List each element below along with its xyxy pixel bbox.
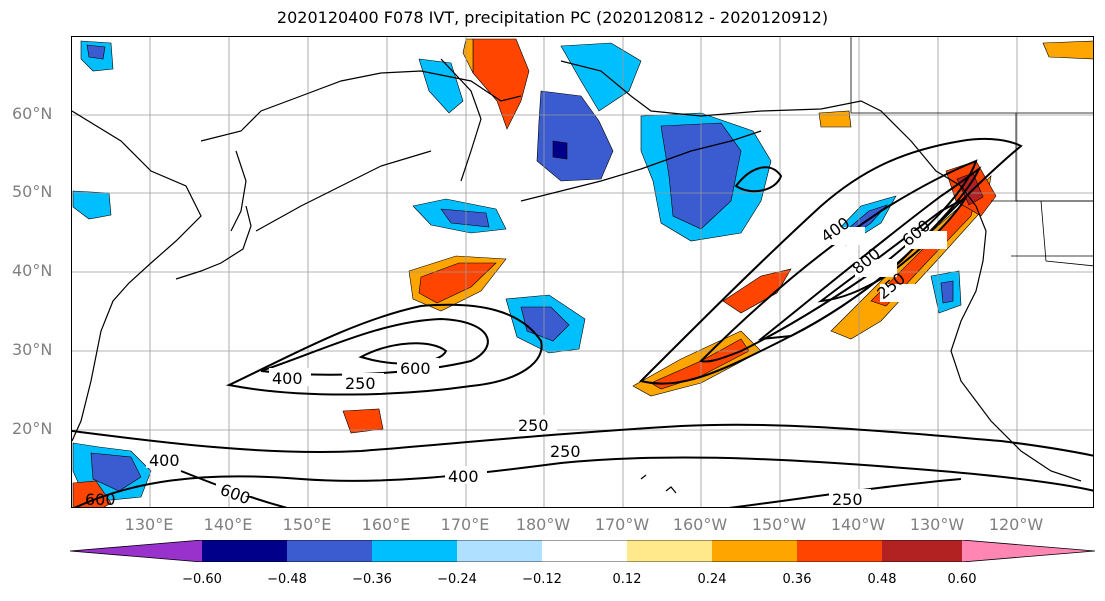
colorbar-bin — [882, 540, 962, 562]
contour-label-400-south: 400 — [448, 467, 479, 486]
lon-label-160e: 160°E — [361, 515, 411, 534]
contour-label-250-se: 250 — [832, 490, 863, 508]
colorbar-tick: −0.12 — [522, 572, 562, 587]
lon-label-170e: 170°E — [440, 515, 490, 534]
coastlines — [72, 58, 1082, 494]
colorbar-tick: 0.60 — [947, 572, 977, 587]
colorbar-bin — [542, 540, 627, 562]
colorbar-bin — [287, 540, 372, 562]
map-title: 2020120400 F078 IVT, precipitation PC (2… — [276, 8, 829, 27]
colorbar-tick: 0.36 — [782, 572, 812, 587]
lat-label-30n: 30°N — [12, 340, 53, 359]
colorbar-bin — [797, 540, 882, 562]
map-canvas: 400 600 250 400 800 600 250 250 250 400 … — [72, 37, 1093, 508]
graticule — [72, 37, 1093, 507]
colorbar-bin — [627, 540, 712, 562]
lon-label-170w: 170°W — [594, 515, 650, 534]
lat-label-60n: 60°N — [12, 104, 53, 123]
contour-label-600-west: 600 — [400, 359, 431, 378]
lon-label-180w: 180°W — [515, 515, 571, 534]
colorbar-bin — [457, 540, 542, 562]
contour-labels: 400 600 250 400 800 600 250 250 250 400 … — [85, 213, 947, 508]
lon-label-140e: 140°E — [203, 515, 253, 534]
contour-label-250-mid: 250 — [518, 416, 549, 435]
precip-shading — [72, 38, 1093, 507]
colorbar-bin — [712, 540, 797, 562]
colorbar-tick: 0.24 — [697, 572, 727, 587]
contour-label-250-mid2: 250 — [550, 442, 581, 461]
lon-label-130e: 130°E — [124, 515, 174, 534]
colorbar-tick: 0.12 — [612, 572, 642, 587]
colorbar-extend-low — [70, 540, 202, 562]
contour-label-250-west: 250 — [345, 374, 376, 393]
colorbar-bin — [372, 540, 457, 562]
contour-label-400-west: 400 — [272, 369, 303, 388]
lon-label-150e: 150°E — [282, 515, 332, 534]
colorbar-bin — [202, 540, 287, 562]
lat-label-40n: 40°N — [12, 261, 53, 280]
lon-label-140w: 140°W — [830, 515, 886, 534]
colorbar-tick: −0.48 — [267, 572, 307, 587]
colorbar — [70, 540, 1095, 562]
map-frame: 400 600 250 400 800 600 250 250 250 400 … — [71, 36, 1094, 508]
lon-label-130w: 130°W — [909, 515, 965, 534]
lon-label-160w: 160°W — [672, 515, 728, 534]
colorbar-extend-high — [962, 540, 1095, 562]
colorbar-tick: −0.60 — [182, 572, 222, 587]
contour-label-600-corner: 600 — [85, 490, 116, 508]
colorbar-tick: −0.36 — [352, 572, 392, 587]
lat-label-50n: 50°N — [12, 182, 53, 201]
contour-label-400-sw: 400 — [149, 451, 180, 470]
lon-label-120w: 120°W — [988, 515, 1044, 534]
ivt-contours — [72, 137, 1093, 507]
lon-label-150w: 150°W — [751, 515, 807, 534]
colorbar-tick: −0.24 — [437, 572, 477, 587]
political-borders — [850, 37, 1093, 267]
colorbar-tick: 0.48 — [867, 572, 897, 587]
lat-label-20n: 20°N — [12, 419, 53, 438]
